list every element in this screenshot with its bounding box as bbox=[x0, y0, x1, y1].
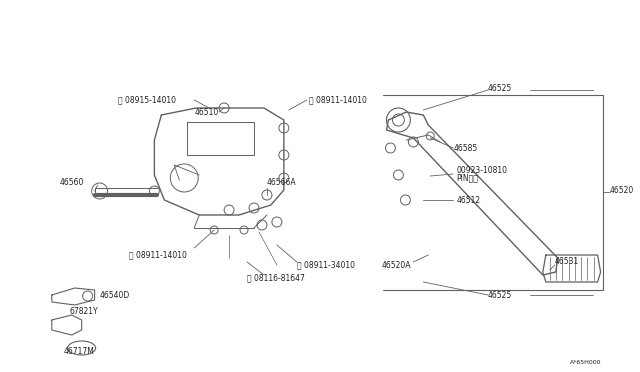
Text: Ⓝ 08911-14010: Ⓝ 08911-14010 bbox=[129, 250, 188, 260]
Text: 46520: 46520 bbox=[609, 186, 634, 195]
Text: 46566A: 46566A bbox=[267, 177, 296, 186]
Text: Ⓝ 08911-34010: Ⓝ 08911-34010 bbox=[297, 260, 355, 269]
Text: 46520A: 46520A bbox=[381, 260, 411, 269]
Text: Ⓝ 08911-14010: Ⓝ 08911-14010 bbox=[308, 96, 367, 105]
Text: 46540D: 46540D bbox=[100, 292, 130, 301]
Text: 46560: 46560 bbox=[60, 177, 84, 186]
Text: PINピン: PINピン bbox=[456, 173, 478, 183]
Text: Ⓝ 08915-14010: Ⓝ 08915-14010 bbox=[118, 96, 175, 105]
Text: 46525: 46525 bbox=[488, 83, 512, 93]
Text: 46512: 46512 bbox=[456, 196, 480, 205]
Text: 46525: 46525 bbox=[488, 292, 512, 301]
Text: 67821Y: 67821Y bbox=[70, 308, 99, 317]
Text: 00923-10810: 00923-10810 bbox=[456, 166, 507, 174]
Text: A*65H000: A*65H000 bbox=[570, 359, 601, 365]
Text: 46585: 46585 bbox=[453, 144, 477, 153]
Text: 46531: 46531 bbox=[555, 257, 579, 266]
Text: 46717M: 46717M bbox=[64, 347, 95, 356]
Text: Ⓑ 08116-81647: Ⓑ 08116-81647 bbox=[247, 273, 305, 282]
Text: 46510: 46510 bbox=[194, 108, 218, 116]
